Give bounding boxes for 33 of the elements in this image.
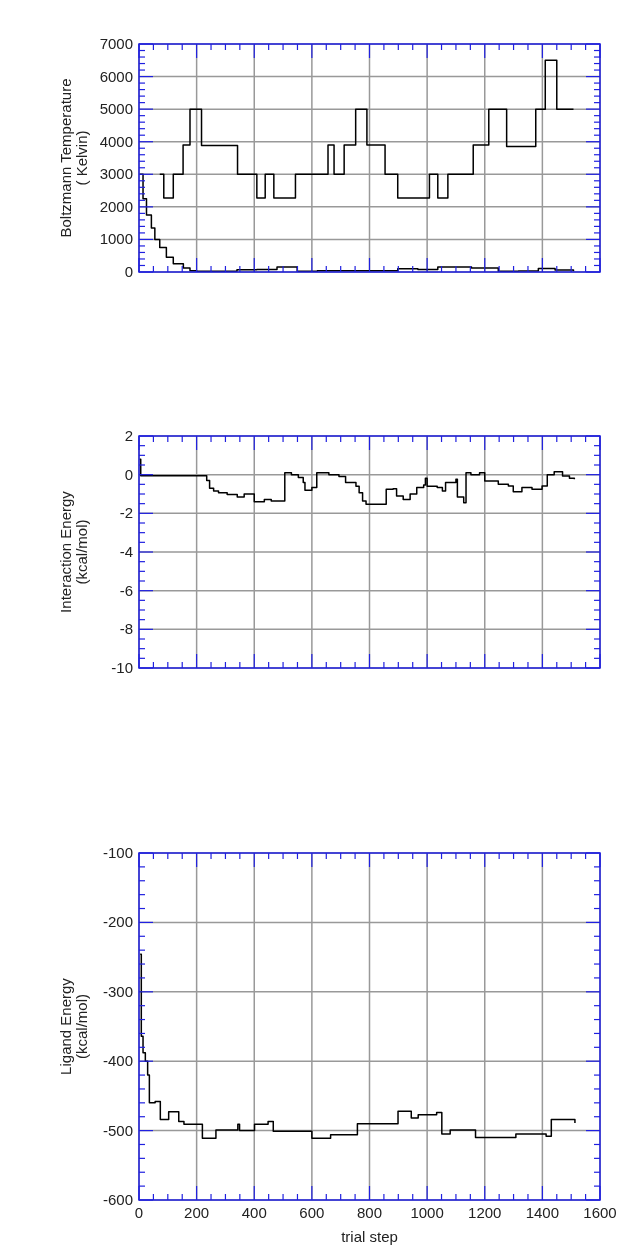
y-axis-title: Boltzmann Temperature ( Kelvin) (57, 78, 90, 238)
y-tick-label: -100 (102, 844, 133, 861)
y-tick-label: -300 (102, 982, 133, 1000)
y-tick-label: -200 (102, 913, 133, 931)
y-tick-label: 0 (124, 263, 133, 280)
x-tick-label: 200 (184, 1204, 210, 1221)
x-tick-label: 1200 (468, 1204, 502, 1221)
y-axis-title: Interaction Energy (kcal/mol) (57, 490, 90, 613)
y-tick-label: 0 (124, 465, 133, 483)
y-tick-label: -10 (111, 659, 133, 676)
x-tick-label: 800 (356, 1204, 383, 1221)
y-tick-label: 1000 (99, 230, 133, 248)
x-axis-title: trial step (341, 1228, 398, 1245)
y-tick-label: -400 (102, 1052, 133, 1070)
y-tick-label: 7000 (99, 35, 133, 52)
x-tick-label: 600 (299, 1204, 325, 1221)
y-tick-label: 4000 (99, 132, 133, 150)
y-tick-label: -500 (102, 1121, 133, 1139)
y-tick-label: 3000 (99, 165, 133, 183)
y-axis-title: Ligand Energy (kcal/mol) (57, 977, 90, 1075)
y-tick-label: 2000 (99, 197, 133, 215)
x-tick-label: 1400 (525, 1204, 560, 1221)
x-tick-label: 1600 (583, 1204, 617, 1221)
x-tick-label: 400 (241, 1204, 267, 1221)
x-tick-label: 1000 (410, 1204, 444, 1221)
y-tick-label: -2 (119, 504, 133, 522)
y-tick-label: 6000 (99, 67, 133, 85)
y-tick-label: 5000 (99, 100, 133, 118)
y-tick-label: -4 (119, 543, 133, 560)
y-tick-label: -8 (119, 620, 133, 638)
y-tick-label: 2 (124, 427, 133, 444)
y-tick-label: -600 (102, 1191, 133, 1208)
y-tick-label: -6 (119, 581, 133, 599)
